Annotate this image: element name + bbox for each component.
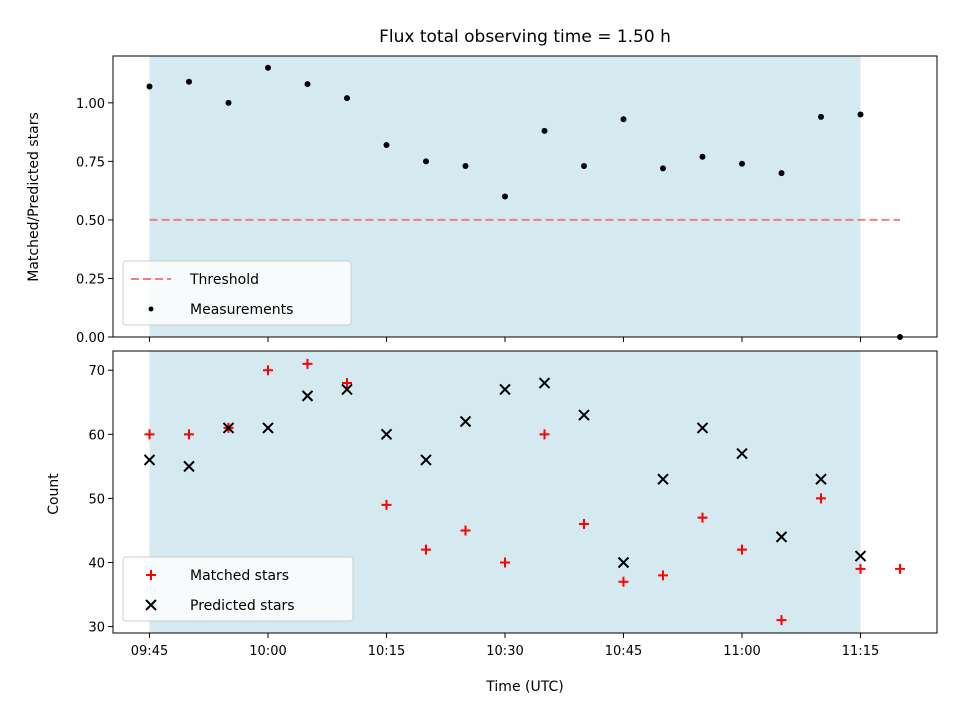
legend-matched-marker — [146, 570, 156, 580]
bottom-y-axis-label: Count — [46, 473, 62, 515]
measurement-point — [462, 163, 469, 170]
measurement-point — [541, 127, 548, 134]
measurement-point — [699, 153, 706, 160]
y-tick-label: 0.75 — [76, 155, 105, 170]
measurement-point — [344, 95, 350, 102]
bottom-panel: 30 40 50 60 70 09:45 10:00 10:15 10:30 10:45 11:00… — [88, 350, 938, 659]
measurement-point — [660, 165, 666, 172]
predicted-star-point — [222, 422, 235, 434]
legend — [122, 260, 352, 326]
x-tick-label: 10:15 — [368, 644, 405, 659]
matched-star-point — [579, 519, 589, 530]
matched-star-point — [381, 499, 392, 510]
matched-star-point — [144, 429, 155, 440]
matched-star-point — [895, 563, 905, 574]
legend — [122, 556, 354, 622]
legend-predicted-marker — [145, 599, 157, 611]
top-panel: 0.00 0.25 0.50 0.75 1.00 Threshold Measurement… — [76, 55, 938, 346]
matched-star-point — [539, 429, 550, 440]
predicted-star-point — [696, 422, 709, 434]
y-tick-label: 1.00 — [76, 97, 105, 112]
top-y-axis-label: Matched/Predicted stars — [26, 112, 42, 282]
x-tick-label: 11:00 — [723, 644, 760, 659]
matched-star-point — [776, 615, 787, 626]
y-tick-label: 60 — [88, 428, 105, 443]
chart-title: Flux total observing time = 1.50 h — [379, 27, 671, 47]
predicted-star-point — [459, 415, 472, 428]
predicted-star-point — [499, 383, 511, 396]
matched-star-point — [460, 525, 471, 536]
x-axis-label: Time (UTC) — [485, 679, 563, 695]
measurement-point — [857, 111, 864, 118]
matched-star-point — [855, 563, 866, 574]
y-tick-label: 0.00 — [76, 331, 105, 346]
measurement-point — [423, 158, 429, 165]
predicted-star-point — [854, 550, 867, 562]
y-tick-label: 30 — [88, 621, 105, 636]
matched-star-point — [184, 429, 194, 440]
measurement-point — [186, 78, 192, 85]
predicted-star-point — [815, 473, 827, 485]
y-tick-label: 0.50 — [76, 214, 105, 229]
predicted-star-point — [341, 383, 353, 396]
predicted-star-point — [262, 422, 274, 434]
measurement-point — [502, 193, 508, 200]
x-tick-label: 10:30 — [486, 644, 523, 659]
predicted-star-point — [617, 556, 630, 569]
measurement-point — [778, 170, 785, 177]
measurement-point — [304, 81, 311, 88]
predicted-star-point — [380, 428, 393, 441]
measurement-point — [581, 163, 587, 170]
measurement-point — [739, 160, 745, 167]
measurement-point — [383, 141, 390, 148]
predicted-star-point — [183, 460, 195, 473]
predicted-star-point — [420, 454, 432, 466]
predicted-star-point — [736, 447, 748, 460]
x-tick-label: 10:45 — [605, 644, 642, 659]
legend-entry-label: Matched stars — [190, 568, 289, 584]
matched-star-point — [816, 493, 826, 504]
matched-star-point — [658, 570, 668, 581]
predicted-star-point — [301, 390, 314, 402]
matched-star-point — [342, 378, 352, 389]
matched-star-point — [697, 512, 708, 523]
measurement-point — [225, 99, 232, 106]
matched-star-point — [302, 358, 313, 369]
matched-star-point — [500, 557, 510, 568]
x-tick-label: 09:45 — [131, 644, 168, 659]
matched-star-point — [618, 576, 629, 587]
matched-star-point — [421, 544, 431, 555]
predicted-star-point — [143, 454, 156, 466]
predicted-star-point — [578, 409, 590, 421]
predicted-star-point — [657, 473, 669, 485]
measurement-point — [818, 113, 824, 120]
measurement-point — [146, 83, 153, 90]
matched-star-point — [737, 544, 747, 555]
measurement-point — [265, 64, 271, 71]
axes-frame — [112, 350, 938, 634]
legend-entry-label: Measurements — [190, 302, 293, 318]
x-tick-label: 11:15 — [842, 644, 879, 659]
legend-entry-label: Predicted stars — [190, 598, 295, 614]
measurement-point — [620, 116, 627, 123]
y-tick-label: 70 — [88, 364, 105, 379]
legend-measurement-marker — [148, 306, 154, 312]
x-tick-label: 10:00 — [249, 644, 286, 659]
predicted-star-point — [775, 531, 788, 543]
axes-frame — [112, 55, 938, 338]
matched-star-point — [263, 365, 273, 376]
y-tick-label: 40 — [88, 557, 105, 572]
predicted-star-point — [538, 377, 551, 389]
y-tick-label: 50 — [88, 492, 105, 507]
y-tick-label: 0.25 — [76, 272, 105, 287]
legend-entry-label: Threshold — [189, 272, 259, 288]
